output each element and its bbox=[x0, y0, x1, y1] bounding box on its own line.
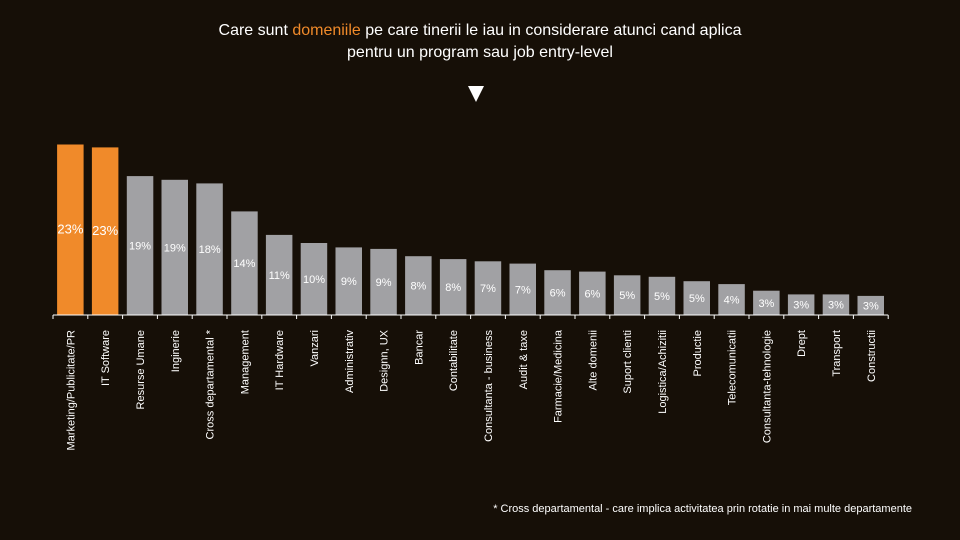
bar-value-label: 19% bbox=[164, 242, 186, 254]
category-label: Management bbox=[239, 330, 251, 394]
bar-value-label: 8% bbox=[410, 281, 426, 293]
bar bbox=[613, 275, 641, 315]
bar bbox=[335, 247, 362, 315]
title-line-2: pentru un program sau job entry-level bbox=[347, 44, 613, 61]
bar-value-label: 3% bbox=[863, 300, 879, 312]
chart-title: Care sunt domeniile pe care tinerii le i… bbox=[180, 20, 780, 64]
category-label: Audit & taxe bbox=[518, 330, 530, 389]
bar bbox=[265, 234, 293, 315]
bar bbox=[231, 211, 258, 315]
bar-value-label: 6% bbox=[584, 288, 600, 300]
bar-value-label: 5% bbox=[689, 293, 705, 305]
category-label: IT Software bbox=[100, 330, 112, 386]
category-label: Resurse Umane bbox=[135, 330, 147, 409]
bar bbox=[857, 295, 884, 315]
bar bbox=[161, 179, 188, 315]
category-label: Designn, UX bbox=[379, 329, 391, 391]
bar bbox=[405, 256, 432, 315]
bar-value-label: 8% bbox=[445, 282, 461, 294]
bar-value-label: 3% bbox=[793, 300, 809, 312]
footnote: * Cross departamental - care implica act… bbox=[493, 503, 912, 515]
title-line-1: Care sunt domeniile pe care tinerii le i… bbox=[180, 20, 780, 42]
title-text-1: Care sunt bbox=[218, 22, 293, 39]
bar bbox=[683, 281, 710, 315]
bar bbox=[648, 276, 676, 315]
category-label: Drept bbox=[796, 330, 808, 357]
category-label: Cross departamental * bbox=[205, 329, 217, 439]
category-label: Bancar bbox=[413, 330, 425, 365]
bar-value-label: 4% bbox=[724, 295, 740, 307]
bar bbox=[544, 270, 571, 315]
bar-value-label: 3% bbox=[758, 298, 774, 310]
bar-value-label: 14% bbox=[233, 258, 255, 270]
bar bbox=[126, 176, 154, 315]
category-label: Vanzari bbox=[309, 330, 321, 366]
bar bbox=[509, 263, 536, 315]
bar-value-label: 19% bbox=[129, 241, 151, 253]
bar-value-label: 18% bbox=[199, 244, 221, 256]
bar-value-label: 23% bbox=[57, 222, 83, 237]
title-highlight: domeniile bbox=[292, 22, 361, 39]
bar bbox=[300, 243, 328, 315]
bar-value-label: 10% bbox=[303, 274, 325, 286]
title-text-2: pe care tinerii le iau in considerare at… bbox=[360, 22, 742, 39]
category-label: Logistica/Achizitii bbox=[657, 330, 669, 414]
down-triangle-icon bbox=[468, 86, 484, 102]
category-label: Telecomunicatii bbox=[727, 330, 739, 405]
bar bbox=[579, 271, 606, 315]
bar-value-label: 9% bbox=[376, 277, 392, 289]
category-label: Marketing/Publicitate/PR bbox=[65, 330, 77, 450]
bar bbox=[439, 259, 467, 315]
bar-value-label: 9% bbox=[341, 276, 357, 288]
bar bbox=[822, 294, 850, 315]
category-label: Contabilitate bbox=[448, 330, 460, 391]
category-label: Constructii bbox=[866, 330, 878, 382]
bar bbox=[753, 290, 780, 315]
bar bbox=[57, 144, 84, 315]
category-label: Consultanta-tehnologie bbox=[761, 330, 773, 443]
category-label: Administrativ bbox=[344, 330, 356, 393]
bar-value-label: 7% bbox=[480, 283, 496, 295]
bar bbox=[787, 294, 815, 315]
bar-value-label: 5% bbox=[619, 290, 635, 302]
category-label: IT Hardware bbox=[274, 330, 286, 390]
bar bbox=[196, 183, 223, 315]
category-label: Alte domenii bbox=[587, 330, 599, 391]
category-label: Consultanta - business bbox=[483, 330, 495, 442]
bar-value-label: 5% bbox=[654, 291, 670, 303]
bar-value-label: 7% bbox=[515, 284, 531, 296]
bar bbox=[370, 248, 397, 315]
bar-value-label: 11% bbox=[269, 270, 290, 282]
category-label: Productie bbox=[692, 330, 704, 376]
bar bbox=[718, 284, 745, 315]
bar-value-label: 23% bbox=[92, 223, 118, 238]
bar bbox=[474, 261, 502, 315]
bar bbox=[91, 147, 119, 315]
bar-value-label: 6% bbox=[550, 288, 566, 300]
category-label: Inginerie bbox=[170, 330, 182, 372]
category-label: Transport bbox=[831, 330, 843, 377]
category-label: Farmacie/Medicina bbox=[553, 329, 565, 423]
category-label: Suport clienti bbox=[622, 330, 634, 394]
bar-value-label: 3% bbox=[828, 300, 844, 312]
